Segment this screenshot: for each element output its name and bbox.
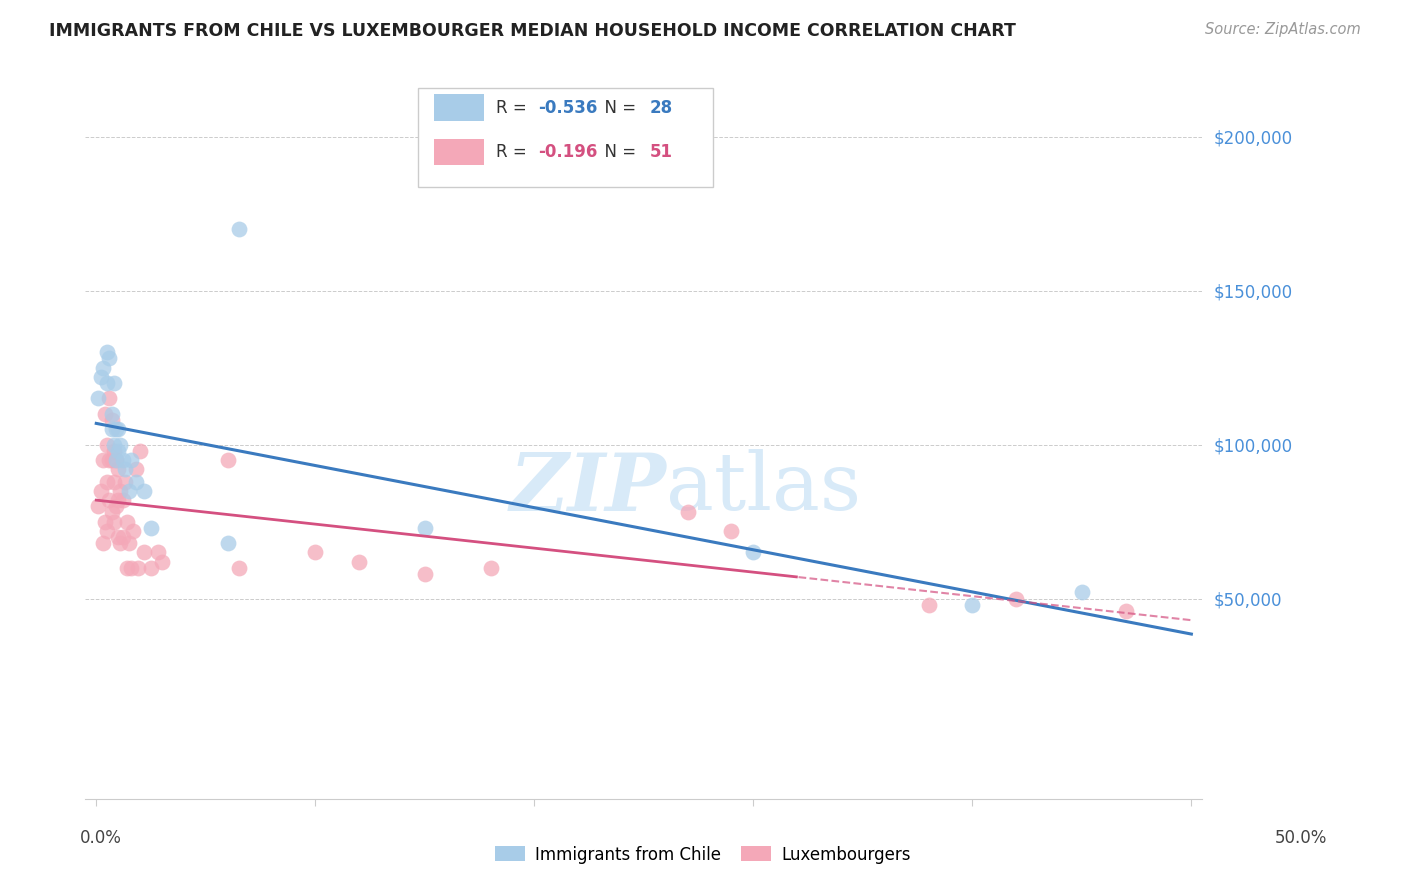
- Point: [103, 475, 125, 489]
- Point: [107, 530, 129, 544]
- Text: IMMIGRANTS FROM CHILE VS LUXEMBOURGER MEDIAN HOUSEHOLD INCOME CORRELATION CHART: IMMIGRANTS FROM CHILE VS LUXEMBOURGER ME…: [49, 22, 1017, 40]
- Point: [96, 475, 118, 489]
- Point: [134, 545, 156, 559]
- Point: [676, 505, 699, 519]
- Legend: Immigrants from Chile, Luxembourgers: Immigrants from Chile, Luxembourgers: [488, 839, 918, 871]
- Point: [127, 560, 149, 574]
- Point: [115, 515, 138, 529]
- Text: -0.536: -0.536: [537, 99, 598, 117]
- Point: [100, 505, 122, 519]
- Text: 50.0%: 50.0%: [1274, 829, 1327, 847]
- Point: [217, 536, 239, 550]
- Point: [742, 545, 765, 559]
- Point: [118, 536, 141, 550]
- Point: [103, 443, 125, 458]
- Point: [96, 376, 118, 390]
- Point: [115, 560, 138, 574]
- Point: [228, 560, 250, 574]
- Point: [124, 462, 146, 476]
- Text: -0.196: -0.196: [537, 143, 598, 161]
- Point: [87, 392, 110, 406]
- Point: [118, 483, 141, 498]
- Point: [139, 560, 162, 574]
- Point: [98, 493, 121, 508]
- Point: [96, 345, 118, 359]
- Point: [100, 413, 122, 427]
- Point: [146, 545, 169, 559]
- Point: [107, 493, 129, 508]
- Point: [413, 566, 436, 581]
- Point: [94, 515, 117, 529]
- Point: [720, 524, 742, 538]
- Point: [479, 560, 502, 574]
- Point: [103, 376, 125, 390]
- Point: [90, 369, 112, 384]
- Text: R =: R =: [496, 143, 533, 161]
- Text: ZIP: ZIP: [509, 450, 666, 527]
- Point: [107, 462, 129, 476]
- Point: [111, 493, 134, 508]
- FancyBboxPatch shape: [418, 87, 713, 186]
- Point: [1115, 604, 1137, 618]
- Point: [110, 437, 132, 451]
- Point: [104, 499, 127, 513]
- Point: [98, 453, 121, 467]
- Point: [87, 499, 110, 513]
- Point: [129, 443, 152, 458]
- Point: [104, 422, 127, 436]
- Point: [103, 515, 125, 529]
- Point: [103, 437, 125, 451]
- Point: [134, 483, 156, 498]
- Point: [96, 524, 118, 538]
- Point: [104, 453, 127, 467]
- Text: 51: 51: [650, 143, 672, 161]
- Text: N =: N =: [593, 99, 641, 117]
- Point: [91, 360, 114, 375]
- Point: [120, 453, 142, 467]
- Point: [122, 524, 145, 538]
- Point: [124, 475, 146, 489]
- Point: [111, 453, 134, 467]
- Point: [413, 521, 436, 535]
- Point: [91, 536, 114, 550]
- Text: N =: N =: [593, 143, 641, 161]
- Point: [917, 598, 939, 612]
- Point: [217, 453, 239, 467]
- Point: [139, 521, 162, 535]
- Text: R =: R =: [496, 99, 533, 117]
- Point: [347, 555, 370, 569]
- Point: [962, 598, 984, 612]
- Point: [110, 483, 132, 498]
- Text: 28: 28: [650, 99, 672, 117]
- Point: [100, 407, 122, 421]
- Point: [90, 483, 112, 498]
- Point: [150, 555, 173, 569]
- Point: [304, 545, 326, 559]
- Point: [98, 392, 121, 406]
- Point: [98, 351, 121, 366]
- Point: [228, 222, 250, 236]
- Point: [91, 453, 114, 467]
- Point: [100, 453, 122, 467]
- Point: [96, 437, 118, 451]
- Point: [107, 422, 129, 436]
- Point: [1070, 585, 1092, 599]
- Point: [104, 453, 127, 467]
- Point: [114, 475, 136, 489]
- Point: [100, 422, 122, 436]
- Text: atlas: atlas: [666, 450, 862, 527]
- Point: [114, 462, 136, 476]
- Point: [1005, 591, 1028, 606]
- Text: 0.0%: 0.0%: [80, 829, 122, 847]
- Point: [94, 407, 117, 421]
- Text: Source: ZipAtlas.com: Source: ZipAtlas.com: [1205, 22, 1361, 37]
- FancyBboxPatch shape: [434, 95, 484, 121]
- Point: [107, 443, 129, 458]
- FancyBboxPatch shape: [434, 138, 484, 165]
- Point: [120, 560, 142, 574]
- Point: [110, 536, 132, 550]
- Point: [111, 530, 134, 544]
